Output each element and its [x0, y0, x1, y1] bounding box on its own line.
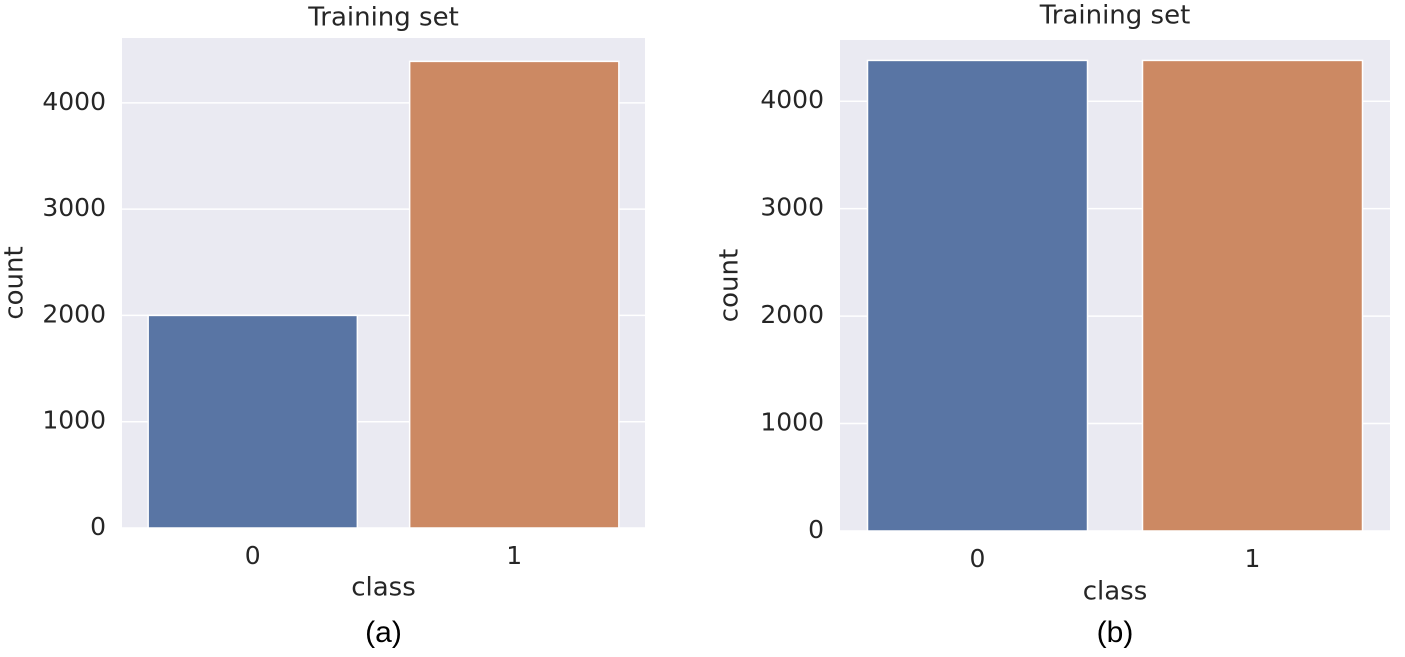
x-tick-label: 1: [506, 541, 522, 570]
y-tick-label: 4000: [42, 87, 106, 116]
y-tick-label: 1000: [760, 408, 824, 437]
y-tick-label: 0: [90, 512, 106, 541]
y-tick-label: 4000: [760, 85, 824, 114]
y-axis-label: count: [0, 246, 30, 319]
x-tick-label: 0: [245, 541, 261, 570]
y-tick-label: 0: [808, 515, 824, 544]
chart-title: Training set: [307, 3, 459, 33]
x-tick-label: 0: [970, 544, 986, 573]
bar: [408, 60, 620, 529]
y-tick-label: 3000: [42, 193, 106, 222]
caption: (b): [1097, 616, 1134, 649]
bar: [1141, 59, 1364, 532]
y-tick-label: 2000: [42, 299, 106, 328]
caption: (a): [365, 616, 402, 649]
y-tick-label: 3000: [760, 193, 824, 222]
x-axis-label: class: [1083, 577, 1148, 607]
y-tick-label: 1000: [42, 406, 106, 435]
bar: [147, 314, 359, 529]
bar: [866, 59, 1089, 532]
y-axis-label: count: [715, 249, 745, 322]
x-axis-label: class: [351, 573, 416, 603]
chart-title: Training set: [1039, 1, 1191, 31]
y-tick-label: 2000: [760, 300, 824, 329]
x-tick-label: 1: [1245, 544, 1261, 573]
